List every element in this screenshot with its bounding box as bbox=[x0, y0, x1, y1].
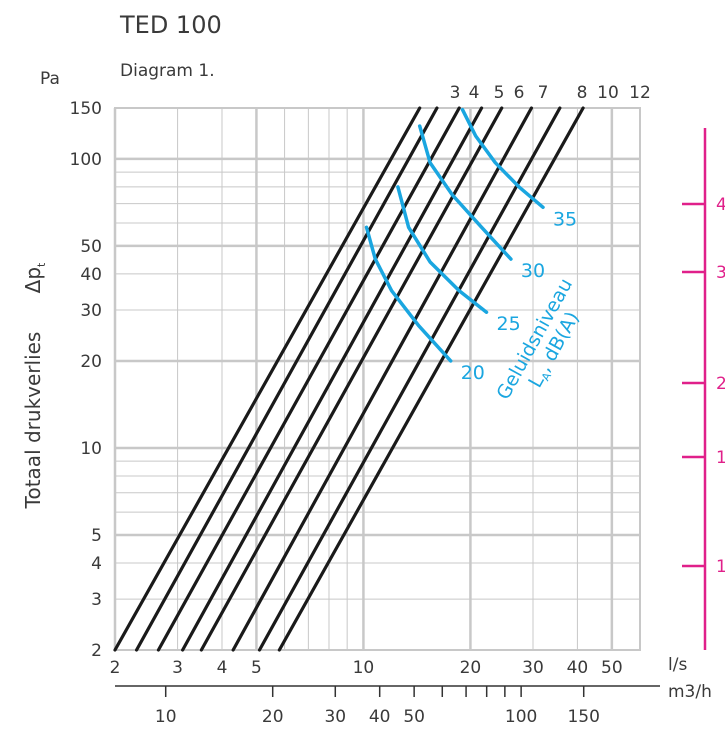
flow-line-label: 6 bbox=[514, 83, 525, 103]
x2-tick-label: 40 bbox=[369, 707, 391, 727]
right-axis-tick-label: 2 bbox=[716, 374, 725, 394]
y-tick-label: 5 bbox=[91, 526, 102, 546]
y-axis-symbol: Δpt bbox=[21, 262, 48, 293]
flow-line-7 bbox=[199, 106, 504, 652]
y-tick-label: 20 bbox=[80, 352, 102, 372]
noise-curve-label: 35 bbox=[553, 208, 577, 230]
noise-curve-30 bbox=[417, 124, 513, 261]
flow-line-label: 3 bbox=[450, 83, 461, 103]
flow-line-label: 12 bbox=[629, 83, 651, 103]
noise-level-curves: 20 25 30 35 bbox=[364, 107, 577, 384]
plot-grid bbox=[113, 107, 641, 651]
x-tick-label: 10 bbox=[353, 658, 375, 678]
x2-tick-label: 100 bbox=[505, 707, 537, 727]
x2-tick-label: 20 bbox=[262, 707, 284, 727]
flow-line-label: 4 bbox=[469, 83, 480, 103]
secondary-x-axis: 10 20 30 40 50 100 150 bbox=[115, 685, 660, 727]
noise-curve-label: 20 bbox=[461, 362, 485, 384]
flow-line-label: 8 bbox=[577, 83, 588, 103]
x2-tick-label: 50 bbox=[403, 707, 425, 727]
right-axis-tick-label: 3 bbox=[716, 263, 725, 283]
x-tick-label: 3 bbox=[172, 658, 183, 678]
x-tick-label: 40 bbox=[567, 658, 589, 678]
y-symbol-sub: t bbox=[35, 262, 48, 267]
x-tick-label: 30 bbox=[522, 658, 544, 678]
flow-line-4 bbox=[134, 106, 439, 652]
plot-frame bbox=[114, 107, 641, 651]
y-tick-label: 3 bbox=[91, 590, 102, 610]
y-tick-label: 50 bbox=[80, 237, 102, 257]
flow-line-5 bbox=[156, 106, 461, 652]
y-tick-label: 2 bbox=[91, 641, 102, 661]
y-tick-label: 30 bbox=[80, 301, 102, 321]
y-symbol-main: Δp bbox=[21, 267, 45, 293]
chart-title: TED 100 bbox=[119, 11, 222, 39]
noise-curve-35 bbox=[460, 107, 545, 210]
noise-curve-label: 25 bbox=[497, 313, 521, 335]
y-unit-label: Pa bbox=[40, 69, 60, 89]
y-axis-label: Totaal drukverlies bbox=[21, 332, 45, 510]
right-axis-tick-label: 1 bbox=[716, 557, 725, 577]
y-tick-label: 4 bbox=[91, 554, 102, 574]
flow-line-labels: 3 4 5 6 7 8 10 12 bbox=[450, 83, 651, 103]
y-tick-label: 10 bbox=[80, 439, 102, 459]
x-tick-labels: 2 3 4 5 10 20 30 40 50 bbox=[110, 658, 623, 678]
svg-text:Δpt: Δpt bbox=[21, 262, 48, 293]
x2-tick-label: 150 bbox=[567, 707, 599, 727]
y-tick-labels: 2 3 4 5 10 20 30 40 50 100 150 bbox=[70, 99, 102, 661]
flow-line-label: 7 bbox=[538, 83, 549, 103]
flow-line-10 bbox=[257, 106, 562, 652]
right-axis-tick-label: 1 bbox=[716, 448, 725, 468]
x-tick-label: 5 bbox=[251, 658, 262, 678]
y-axis-title: Totaal drukverlies bbox=[21, 332, 45, 510]
y-tick-label: 100 bbox=[70, 150, 102, 170]
noise-curve-label: 30 bbox=[521, 260, 545, 282]
x2-unit-label: m3/h bbox=[668, 682, 712, 702]
x2-tick-label: 30 bbox=[324, 707, 346, 727]
chart-subtitle: Diagram 1. bbox=[120, 61, 215, 81]
flow-lines bbox=[113, 106, 585, 652]
right-axis: 4 3 2 1 1 bbox=[682, 128, 725, 650]
flow-line-8 bbox=[231, 106, 534, 652]
y-tick-label: 150 bbox=[70, 99, 102, 119]
x-tick-label: 2 bbox=[110, 658, 121, 678]
flow-line-label: 5 bbox=[494, 83, 505, 103]
x-tick-label: 50 bbox=[601, 658, 623, 678]
x2-tick-label: 10 bbox=[155, 707, 177, 727]
y-tick-label: 40 bbox=[80, 265, 102, 285]
x-tick-label: 4 bbox=[217, 658, 228, 678]
right-axis-tick-label: 4 bbox=[716, 195, 725, 215]
noise-curve-25 bbox=[396, 185, 489, 314]
x-unit-label: l/s bbox=[668, 655, 687, 675]
flow-line-label: 10 bbox=[597, 83, 619, 103]
flow-line-3 bbox=[113, 106, 422, 652]
flow-line-6 bbox=[181, 106, 484, 652]
x-tick-label: 20 bbox=[460, 658, 482, 678]
noise-curve-20 bbox=[364, 225, 453, 363]
